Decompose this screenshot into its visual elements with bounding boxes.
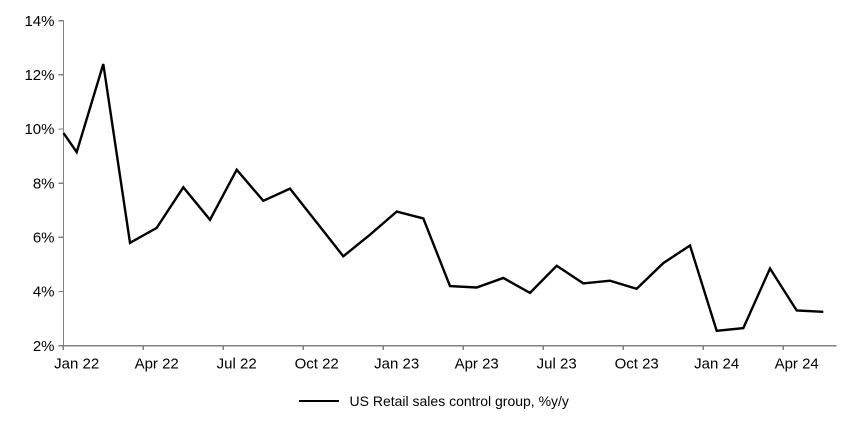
series-line-retail-control-group xyxy=(62,63,824,333)
x-tick-label: Jan 23 xyxy=(374,356,419,373)
y-tick-label: 10% xyxy=(24,121,54,138)
x-tick-label: Jan 22 xyxy=(54,356,99,373)
y-tick-label: 12% xyxy=(24,67,54,84)
legend-line-sample xyxy=(299,399,340,402)
y-tick-label: 8% xyxy=(33,175,55,192)
x-tick-label: Oct 22 xyxy=(295,356,339,373)
y-tick-label: 4% xyxy=(33,284,55,301)
x-tick-label: Apr 23 xyxy=(455,356,499,373)
x-tick-label: Jan 24 xyxy=(694,356,739,373)
legend-label: US Retail sales control group, %y/y xyxy=(349,392,569,409)
x-tick-label: Apr 22 xyxy=(135,356,179,373)
x-tick-label: Jul 23 xyxy=(537,356,577,373)
x-tick-label: Oct 23 xyxy=(615,356,659,373)
y-tick-label: 14% xyxy=(24,13,54,30)
y-tick-label: 6% xyxy=(33,230,55,247)
y-tick-label: 2% xyxy=(33,338,55,355)
x-tick-label: Jul 22 xyxy=(217,356,257,373)
chart-legend: US Retail sales control group, %y/y xyxy=(8,392,852,410)
x-tick-label: Apr 24 xyxy=(775,356,819,373)
